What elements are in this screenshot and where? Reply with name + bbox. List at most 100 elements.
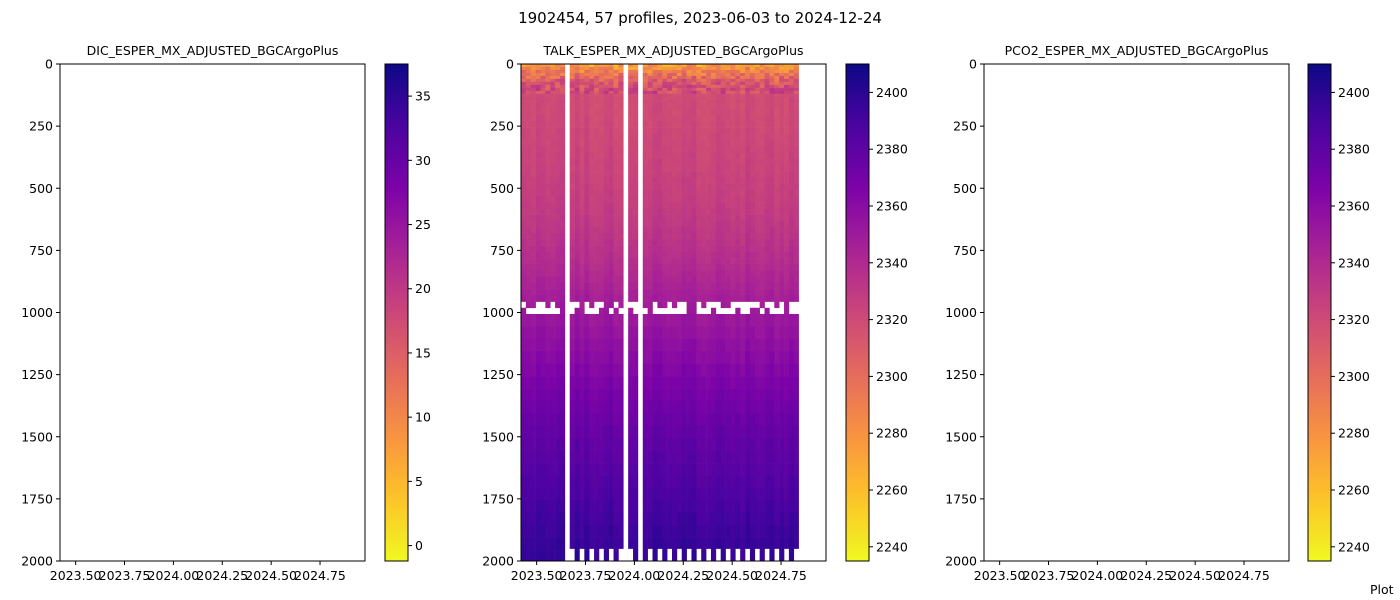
heatmap-cell xyxy=(652,376,658,389)
heatmap-cell xyxy=(788,388,795,402)
heatmap-cell xyxy=(696,96,702,101)
heatmap-cell xyxy=(788,270,795,278)
heatmap-cell xyxy=(555,450,561,464)
heatmap-cell xyxy=(633,525,639,538)
heatmap-cell xyxy=(555,313,561,327)
heatmap-cell xyxy=(647,164,653,172)
heatmap-cell xyxy=(696,351,702,364)
heatmap-cell xyxy=(603,220,609,228)
heatmap-cell xyxy=(550,78,556,83)
heatmap-cell xyxy=(628,195,634,203)
heatmap-cell xyxy=(779,202,785,209)
heatmap-cell xyxy=(730,115,736,122)
heatmap-cell xyxy=(559,239,566,246)
heatmap-cell xyxy=(691,376,697,389)
heatmap-cell xyxy=(715,171,721,178)
heatmap-cell xyxy=(691,171,697,178)
heatmap-cell xyxy=(618,301,624,309)
heatmap-cell xyxy=(681,220,687,228)
heatmap-cell xyxy=(613,500,619,514)
heatmap-cell xyxy=(540,90,546,95)
heatmap-cell xyxy=(647,270,653,278)
heatmap-cell xyxy=(594,326,600,340)
heatmap-cell xyxy=(759,214,765,222)
heatmap-cell xyxy=(525,500,532,514)
heatmap-cell xyxy=(725,438,731,451)
heatmap-cell xyxy=(715,512,721,526)
heatmap-cell xyxy=(594,96,600,101)
heatmap-cell xyxy=(754,99,760,104)
heatmap-cell xyxy=(671,90,678,95)
heatmap-cell xyxy=(764,251,770,259)
heatmap-cell xyxy=(715,66,721,71)
heatmap-cell xyxy=(662,258,668,265)
heatmap-cell xyxy=(764,66,770,71)
heatmap-cell xyxy=(574,307,580,315)
heatmap-cell xyxy=(686,270,692,278)
heatmap-cell xyxy=(681,550,687,562)
heatmap-cell xyxy=(735,276,741,284)
heatmap-cell xyxy=(569,239,575,246)
heatmap-cell xyxy=(642,270,648,278)
heatmap-cell xyxy=(530,146,536,153)
heatmap-cell xyxy=(628,146,634,153)
heatmap-cell xyxy=(545,115,551,122)
heatmap-cell xyxy=(725,282,731,290)
heatmap-cell xyxy=(749,133,756,141)
heatmap-cell xyxy=(701,270,707,278)
heatmap-cell xyxy=(720,363,726,377)
heatmap-cell xyxy=(652,99,658,104)
heatmap-cell xyxy=(579,87,585,92)
heatmap-cell xyxy=(662,171,668,178)
heatmap-cell xyxy=(725,81,731,86)
heatmap-cell xyxy=(545,189,551,197)
heatmap-cell xyxy=(706,487,712,501)
heatmap-cell xyxy=(740,177,746,184)
heatmap-cell xyxy=(779,388,785,402)
heatmap-cell xyxy=(530,425,536,439)
heatmap-cell xyxy=(691,388,697,402)
heatmap-cell xyxy=(608,152,614,159)
heatmap-cell xyxy=(681,400,687,414)
heatmap-cell xyxy=(589,251,595,259)
heatmap-cell xyxy=(667,99,673,104)
heatmap-cell xyxy=(608,282,614,290)
heatmap-cell xyxy=(779,487,785,501)
heatmap-cell xyxy=(730,425,736,439)
heatmap-cell xyxy=(696,158,702,166)
heatmap-cell xyxy=(784,93,790,98)
heatmap-cell xyxy=(647,245,653,253)
heatmap-cell xyxy=(594,227,600,234)
heatmap-cell xyxy=(584,183,590,191)
heatmap-cell xyxy=(759,289,765,296)
heatmap-cell xyxy=(701,388,707,402)
heatmap-cell xyxy=(579,276,585,284)
heatmap-cell xyxy=(535,463,541,476)
heatmap-cell xyxy=(603,115,609,122)
heatmap-cell xyxy=(579,78,585,83)
heatmap-cell xyxy=(598,121,605,128)
heatmap-cell xyxy=(774,251,780,259)
heatmap-cell xyxy=(535,87,541,92)
heatmap-cell xyxy=(657,270,663,278)
heatmap-cell xyxy=(589,108,595,116)
heatmap-cell xyxy=(642,69,648,74)
heatmap-cell xyxy=(740,208,746,215)
heatmap-cell xyxy=(740,282,746,290)
heatmap-cell xyxy=(613,146,619,153)
heatmap-cell xyxy=(584,400,590,414)
heatmap-cell xyxy=(535,202,541,209)
heatmap-cell xyxy=(793,376,799,389)
heatmap-cell xyxy=(628,78,634,83)
heatmap-cell xyxy=(555,363,561,377)
heatmap-cell xyxy=(525,220,532,228)
heatmap-cell xyxy=(540,239,546,246)
heatmap-cell xyxy=(740,78,746,83)
heatmap-cell xyxy=(603,307,609,315)
heatmap-cell xyxy=(671,115,678,122)
heatmap-cell xyxy=(589,270,595,278)
heatmap-cell xyxy=(671,227,678,234)
heatmap-cell xyxy=(521,140,527,147)
heatmap-cell xyxy=(579,220,585,228)
heatmap-cell xyxy=(657,78,663,83)
